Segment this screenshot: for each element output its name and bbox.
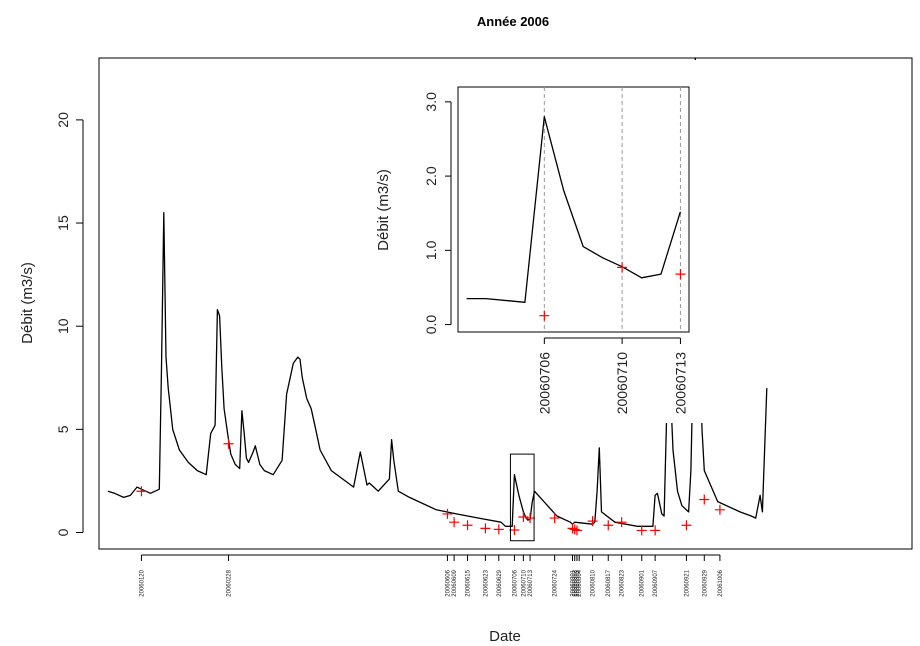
main-peak-marker bbox=[571, 525, 582, 536]
main-x-tick-label: 20060120 bbox=[139, 569, 145, 596]
main-y-tick-label: 0 bbox=[55, 528, 71, 536]
main-peak-marker bbox=[462, 520, 473, 531]
inset-series bbox=[466, 116, 682, 303]
main-x-tick-label: 20060901 bbox=[640, 569, 646, 596]
inset-plot-frame bbox=[457, 86, 690, 333]
chart-title: Année 2006 bbox=[477, 14, 549, 29]
inset-y-tick-label: 2.0 bbox=[423, 166, 439, 186]
main-x-tick-label: 20060606 bbox=[445, 569, 451, 596]
main-x-tick-label: 20060609 bbox=[452, 569, 458, 596]
highlight-rect bbox=[509, 453, 535, 542]
main-peak-marker bbox=[449, 517, 460, 528]
inset-y-tick-label: 1.0 bbox=[423, 240, 439, 260]
main-x-tick-label: 20060228 bbox=[227, 569, 233, 596]
inset-x-tick-label: 20060706 bbox=[536, 352, 552, 415]
inset-gridlines bbox=[543, 87, 681, 332]
main-peak-marker bbox=[525, 513, 536, 524]
main-x-tick-label: 20060921 bbox=[684, 569, 690, 596]
y-axis-label: Débit (m3/s) bbox=[19, 262, 36, 344]
inset-peak-marker bbox=[675, 269, 686, 280]
main-y-tick-label: 20 bbox=[55, 112, 71, 128]
main-x-tick-label: 20060724 bbox=[553, 569, 559, 596]
main-peak-marker bbox=[136, 486, 147, 497]
main-peak-marker bbox=[549, 513, 560, 524]
main-peak-marker bbox=[518, 512, 529, 523]
main-x-tick-label: 20060817 bbox=[606, 569, 612, 596]
main-peak-marker bbox=[493, 524, 504, 535]
main-x-tick-label: 20060810 bbox=[591, 569, 597, 596]
main-y-tick-label: 10 bbox=[55, 318, 71, 334]
inset-background bbox=[409, 60, 762, 423]
main-peak-marker bbox=[650, 525, 661, 536]
main-peak-marker bbox=[681, 520, 692, 531]
main-y-axis: 0 5 10 15 20 bbox=[55, 112, 84, 536]
main-highlight-box bbox=[509, 453, 535, 542]
inset-markers bbox=[539, 262, 686, 321]
main-peak-marker bbox=[567, 523, 578, 534]
inset-y-axis: 0.0 1.0 2.0 3.0 bbox=[423, 92, 452, 335]
main-peak-marker bbox=[223, 438, 234, 449]
main-peak-marker bbox=[442, 508, 453, 519]
inset-y-axis-label: Débit (m3/s) bbox=[375, 169, 392, 251]
main-peak-marker bbox=[636, 525, 647, 536]
main-x-tick-label: 20061006 bbox=[718, 569, 724, 596]
main-x-tick-label: 20060623 bbox=[483, 569, 489, 596]
inset-x-tick-label: 20060710 bbox=[614, 352, 630, 415]
main-peak-marker bbox=[616, 517, 627, 528]
inset-peak-marker bbox=[539, 310, 550, 321]
main-peak-marker bbox=[714, 504, 725, 515]
main-plot-frame bbox=[98, 57, 913, 550]
inset-y-tick-label: 3.0 bbox=[423, 92, 439, 112]
main-x-tick-label: 20060801 bbox=[571, 569, 577, 596]
main-y-tick-label: 5 bbox=[55, 425, 71, 433]
x-axis-label: Date bbox=[489, 628, 521, 645]
inset-x-axis: 20060706 20060710 20060713 bbox=[536, 337, 688, 415]
inset-peak-marker bbox=[617, 262, 628, 273]
main-peak-marker bbox=[569, 524, 580, 535]
inset-series-line bbox=[466, 116, 682, 303]
main-x-tick-label: 20060710 bbox=[521, 569, 527, 596]
main-x-tick-label: 20060907 bbox=[653, 569, 659, 596]
main-peak-marker bbox=[603, 520, 614, 531]
main-x-tick-label: 20060804 bbox=[577, 569, 583, 596]
main-x-tick-label: 20060615 bbox=[466, 569, 472, 596]
main-x-tick-label: 20060629 bbox=[497, 569, 503, 596]
main-x-tick-label: 20060802 bbox=[573, 569, 579, 596]
main-y-tick-label: 15 bbox=[55, 215, 71, 231]
main-x-tick-label: 20060823 bbox=[620, 569, 626, 596]
main-peak-marker bbox=[509, 525, 520, 536]
main-x-tick-label: 20060706 bbox=[512, 569, 518, 596]
main-peak-marker bbox=[480, 523, 491, 534]
main-x-axis: 20060120 20060228 20060606 20060609 20060615… bbox=[139, 554, 724, 597]
main-peak-marker bbox=[587, 516, 598, 527]
main-peak-marker bbox=[699, 494, 710, 505]
inset-y-tick-label: 0.0 bbox=[423, 315, 439, 335]
inset-x-tick-label: 20060713 bbox=[672, 352, 688, 415]
main-markers bbox=[136, 438, 725, 536]
main-x-tick-label: 20060803 bbox=[575, 569, 581, 596]
main-x-tick-label: 20060929 bbox=[702, 569, 708, 596]
main-x-tick-label: 20060713 bbox=[528, 569, 534, 596]
